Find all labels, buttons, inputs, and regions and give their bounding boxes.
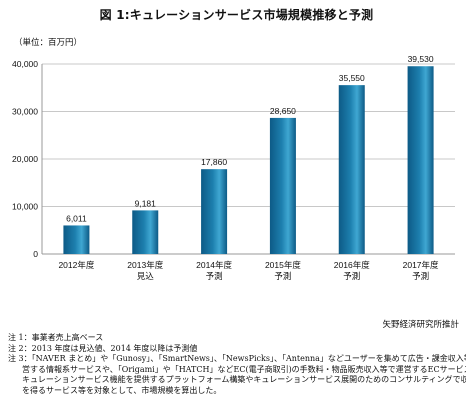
footnote-line: 注 3：「NAVER まとめ」や「Gunosy」、「SmartNews」、「Ne… [8, 354, 466, 364]
chart-title: 図 1:キュレーションサービス市場規模推移と予測 [99, 8, 374, 22]
x-tick-label: 2013年度 [127, 260, 163, 270]
x-tick-label: 2017年度 [403, 260, 439, 270]
bar [201, 169, 228, 254]
data-label: 17,860 [201, 157, 227, 167]
footnote-line: キュレーションサービス機能を提供するプラットフォーム構築やキュレーションサービス… [22, 375, 466, 385]
x-tick-label: 予測 [274, 271, 291, 281]
x-tick-label: 2016年度 [334, 260, 370, 270]
data-label: 28,650 [270, 106, 296, 116]
y-tick-label: 0 [33, 249, 38, 259]
bar [63, 225, 90, 254]
y-tick-label: 40,000 [12, 59, 38, 69]
bar [269, 117, 296, 254]
y-tick-label: 20,000 [12, 154, 38, 164]
bar-chart: （単位：百万円） 0 10,000 20,000 30,000 40,000 6,011 2… [12, 37, 455, 281]
x-tick-label: 見込 [137, 271, 155, 281]
source-note: 矢野経済研究所推計 [382, 320, 459, 330]
footnotes: 注 1：事業者売上高ベース 注 2：2013 年度は見込値、2014 年度以降は… [8, 333, 466, 397]
x-tick-label: 予測 [343, 271, 360, 281]
y-tick-label: 10,000 [12, 202, 38, 212]
data-label: 9,181 [135, 198, 157, 208]
chart-area: （単位：百万円） 0 10,000 20,000 30,000 40,000 6,011 2… [12, 37, 455, 281]
data-label: 6,011 [66, 213, 87, 223]
data-label: 39,530 [408, 54, 434, 64]
y-axis-unit-label: （単位：百万円） [14, 37, 82, 47]
footnote-line: 注 1：事業者売上高ベース [8, 333, 104, 342]
y-tick-label: 30,000 [12, 107, 38, 117]
footnote-line: 注 2：2013 年度は見込値、2014 年度以降は予測値 [8, 343, 198, 353]
bar [132, 210, 159, 254]
bar [338, 85, 365, 254]
footnote-line: 営する情報系サービスや、「Origami」や「HATCH」などEC(電子商取引)… [22, 364, 466, 374]
bar [407, 66, 434, 254]
x-tick-label: 2012年度 [58, 260, 94, 270]
footnote-line: を得るサービス等を対象として、市場規模を算出した。 [22, 385, 222, 395]
x-tick-label: 予測 [412, 271, 429, 281]
x-tick-label: 予測 [206, 271, 223, 281]
x-tick-label: 2014年度 [196, 260, 232, 270]
data-label: 35,550 [339, 73, 365, 83]
x-tick-label: 2015年度 [265, 260, 301, 270]
